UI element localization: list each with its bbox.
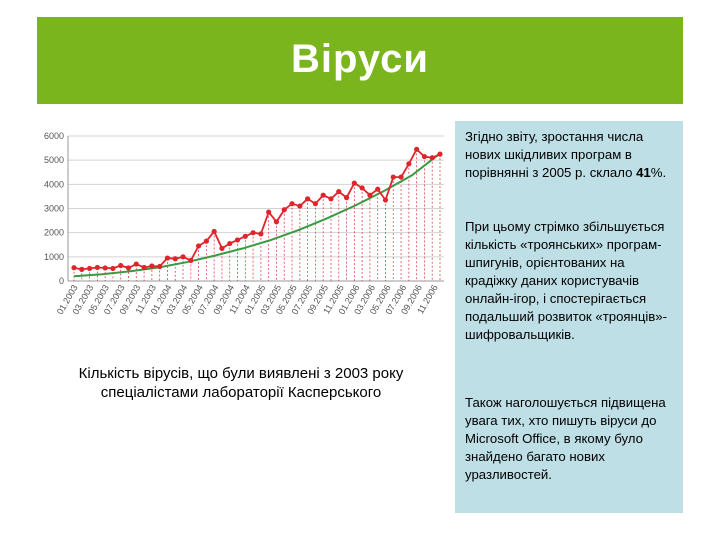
percent-sign: %. [650, 165, 667, 180]
data-point [390, 174, 396, 180]
data-point [227, 240, 233, 247]
data-point [203, 238, 209, 244]
data-point [375, 186, 381, 192]
data-point [141, 264, 147, 271]
data-point [180, 254, 186, 260]
data-point [195, 243, 202, 249]
data-point [320, 192, 326, 198]
data-point [429, 155, 435, 161]
data-point [312, 201, 319, 207]
data-point [188, 257, 194, 264]
paragraph-trojans: При цьому стрімко збільшується кількість… [465, 219, 668, 342]
data-point [297, 203, 303, 209]
data-point [157, 263, 163, 270]
paragraph-office: Також наголошується підвищена увага тих,… [465, 395, 666, 482]
data-point [328, 196, 334, 202]
side-panel: Згідно звіту, зростання числа нових шкід… [455, 121, 683, 513]
data-point [242, 233, 248, 239]
data-point [406, 161, 412, 167]
data-point [336, 188, 342, 195]
title-bar: Віруси [37, 17, 683, 104]
data-point [421, 153, 428, 160]
trend-line [73, 152, 441, 278]
virus-chart: 0 1000 2000 3000 4000 5000 6000 01.2003 03.2003 0… [32, 118, 450, 340]
data-point [289, 201, 295, 207]
data-point [94, 264, 100, 271]
y-tick-label: 3000 [44, 204, 64, 214]
data-point [382, 197, 389, 203]
data-point [118, 262, 124, 269]
y-tick-label: 4000 [44, 179, 64, 189]
line-chart: 010002000300040005000600001.200303.20030… [44, 131, 444, 316]
data-point [305, 196, 311, 202]
growth-percent: 41 [636, 165, 651, 180]
y-tick-label: 6000 [44, 131, 64, 141]
data-point [86, 265, 93, 272]
data-point [437, 151, 443, 157]
data-point [110, 265, 116, 272]
data-point [172, 256, 178, 262]
y-tick-label: 2000 [44, 228, 64, 238]
slide-title: Віруси [291, 37, 429, 81]
data-point [281, 207, 287, 213]
data-point [359, 185, 365, 191]
data-point [219, 245, 225, 251]
y-tick-label: 0 [59, 276, 64, 286]
data-point [351, 180, 357, 186]
data-point [367, 192, 373, 198]
chart-caption: Кількість вірусів, що були виявлені з 20… [32, 364, 450, 402]
y-tick-label: 1000 [44, 252, 64, 262]
data-point [149, 263, 155, 269]
y-tick-label: 5000 [44, 155, 64, 165]
paragraph-growth-text: Згідно звіту, зростання числа нових шкід… [465, 129, 644, 180]
data-point [250, 230, 256, 236]
data-point [234, 237, 241, 243]
data-point [414, 146, 420, 152]
data-point [266, 209, 272, 215]
data-point [211, 228, 217, 235]
data-point [343, 195, 350, 201]
data-point [102, 265, 108, 271]
data-point [133, 261, 139, 267]
data-point [79, 266, 85, 272]
data-point [273, 219, 280, 225]
caption-line-1: Кількість вірусів, що були виявлені з 20… [78, 365, 404, 382]
data-point [398, 174, 404, 180]
data-point [71, 265, 77, 271]
data-point [125, 265, 132, 271]
caption-line-2: спеціалістами лабораторії Касперського [100, 384, 382, 401]
data-point [164, 255, 171, 261]
data-point [258, 231, 264, 237]
paragraph-growth: Згідно звіту, зростання числа нових шкід… [465, 128, 677, 182]
